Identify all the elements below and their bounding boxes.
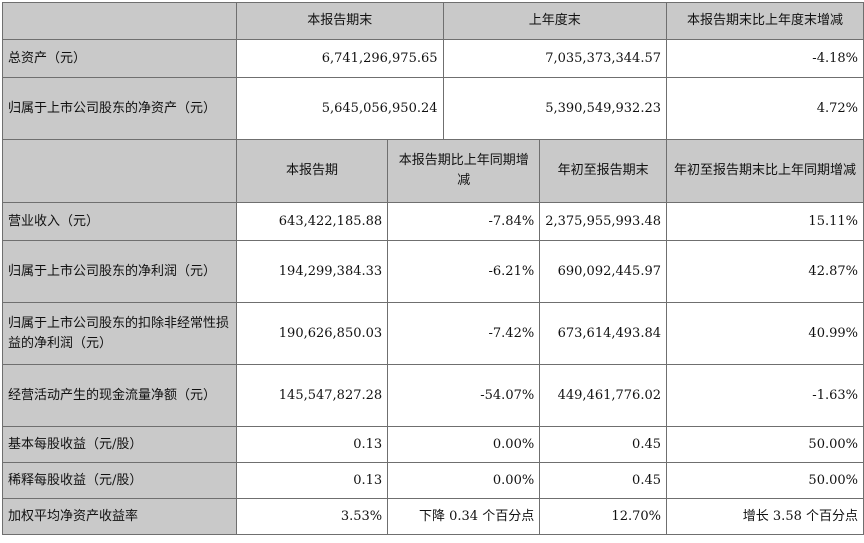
value-cell: 50.00% xyxy=(666,462,864,499)
row-label: 归属于上市公司股东的扣除非经常性损益的净利润（元） xyxy=(2,302,237,365)
table-row: 稀释每股收益（元/股） 0.13 0.00% 0.45 50.00% xyxy=(2,462,864,499)
value-cell: -7.84% xyxy=(387,202,541,241)
value-cell: 4.72% xyxy=(666,77,864,140)
value-cell: 增长 3.58 个百分点 xyxy=(666,498,864,535)
header-period-yoy-change: 本报告期比上年同期增减 xyxy=(387,139,541,203)
table-row: 经营活动产生的现金流量净额（元） 145,547,827.28 -54.07% … xyxy=(2,364,864,427)
value-cell: 0.45 xyxy=(539,426,667,463)
value-cell: 7,035,373,344.57 xyxy=(442,39,668,78)
row-label: 营业收入（元） xyxy=(2,202,237,241)
value-cell: 690,092,445.97 xyxy=(539,240,667,303)
header-ytd-yoy-change: 年初至报告期末比上年同期增减 xyxy=(666,139,864,203)
header-blank-cell xyxy=(2,2,237,40)
period-header-row: 本报告期 本报告期比上年同期增减 年初至报告期末 年初至报告期末比上年同期增减 xyxy=(2,139,864,203)
value-cell: 40.99% xyxy=(666,302,864,365)
value-cell: 2,375,955,993.48 xyxy=(539,202,667,241)
value-cell: 0.00% xyxy=(387,426,541,463)
table-row: 归属于上市公司股东的扣除非经常性损益的净利润（元） 190,626,850.03… xyxy=(2,302,864,365)
value-cell: -54.07% xyxy=(387,364,541,427)
header-blank-cell xyxy=(2,139,237,203)
value-cell: 0.13 xyxy=(235,426,389,463)
header-ytd: 年初至报告期末 xyxy=(539,139,667,203)
value-cell: 6,741,296,975.65 xyxy=(235,39,444,78)
value-cell: 190,626,850.03 xyxy=(235,302,389,365)
value-cell: 下降 0.34 个百分点 xyxy=(387,498,541,535)
table-row: 归属于上市公司股东的净利润（元） 194,299,384.33 -6.21% 6… xyxy=(2,240,864,303)
header-period-end-change: 本报告期末比上年度末增减 xyxy=(666,2,864,40)
row-label: 基本每股收益（元/股） xyxy=(2,426,237,463)
value-cell: 145,547,827.28 xyxy=(235,364,389,427)
value-cell: 5,645,056,950.24 xyxy=(235,77,444,140)
table-row: 归属于上市公司股东的净资产（元） 5,645,056,950.24 5,390,… xyxy=(2,77,864,140)
value-cell: 194,299,384.33 xyxy=(235,240,389,303)
row-label: 加权平均净资产收益率 xyxy=(2,498,237,535)
header-period-end: 本报告期末 xyxy=(235,2,444,40)
value-cell: 12.70% xyxy=(539,498,667,535)
value-cell: 50.00% xyxy=(666,426,864,463)
value-cell: -6.21% xyxy=(387,240,541,303)
balance-header-row: 本报告期末 上年度末 本报告期末比上年度末增减 xyxy=(2,2,864,40)
value-cell: 643,422,185.88 xyxy=(235,202,389,241)
value-cell: 0.45 xyxy=(539,462,667,499)
value-cell: 15.11% xyxy=(666,202,864,241)
value-cell: 42.87% xyxy=(666,240,864,303)
value-cell: 5,390,549,932.23 xyxy=(442,77,668,140)
table-row: 营业收入（元） 643,422,185.88 -7.84% 2,375,955,… xyxy=(2,202,864,241)
value-cell: 449,461,776.02 xyxy=(539,364,667,427)
value-cell: -1.63% xyxy=(666,364,864,427)
table-row: 基本每股收益（元/股） 0.13 0.00% 0.45 50.00% xyxy=(2,426,864,463)
header-prior-year-end: 上年度末 xyxy=(442,2,668,40)
table-row: 加权平均净资产收益率 3.53% 下降 0.34 个百分点 12.70% 增长 … xyxy=(2,498,864,535)
row-label: 归属于上市公司股东的净利润（元） xyxy=(2,240,237,303)
table-row: 总资产（元） 6,741,296,975.65 7,035,373,344.57… xyxy=(2,39,864,78)
row-label: 总资产（元） xyxy=(2,39,237,78)
value-cell: 0.13 xyxy=(235,462,389,499)
value-cell: -4.18% xyxy=(666,39,864,78)
value-cell: -7.42% xyxy=(387,302,541,365)
row-label: 归属于上市公司股东的净资产（元） xyxy=(2,77,237,140)
header-reporting-period: 本报告期 xyxy=(235,139,389,203)
value-cell: 673,614,493.84 xyxy=(539,302,667,365)
financial-summary-table: 本报告期末 上年度末 本报告期末比上年度末增减 总资产（元） 6,741,296… xyxy=(2,2,864,535)
value-cell: 0.00% xyxy=(387,462,541,499)
row-label: 稀释每股收益（元/股） xyxy=(2,462,237,499)
value-cell: 3.53% xyxy=(235,498,389,535)
row-label: 经营活动产生的现金流量净额（元） xyxy=(2,364,237,427)
